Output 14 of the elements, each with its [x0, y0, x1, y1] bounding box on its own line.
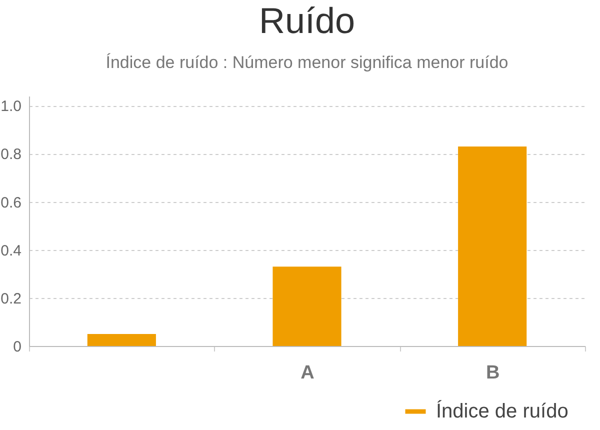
bar [458, 146, 527, 346]
y-tick-label: 1.0 [0, 98, 22, 116]
y-tick-label: 0.4 [0, 242, 22, 260]
y-tick-label: 0 [13, 338, 22, 356]
legend-label: Índice de ruído [436, 400, 568, 422]
x-tick-label: B [486, 362, 500, 384]
y-tick-label: 0.2 [0, 290, 22, 308]
chart-subtitle: Índice de ruído : Número menor significa menor ruído [106, 53, 508, 72]
bar [87, 334, 156, 346]
chart-title: Ruído [258, 0, 356, 41]
y-tick-label: 0.6 [0, 194, 22, 212]
x-tick-label: A [300, 362, 315, 384]
bar [272, 266, 342, 346]
y-tick-label: 0.8 [0, 146, 22, 164]
